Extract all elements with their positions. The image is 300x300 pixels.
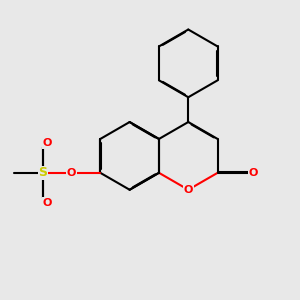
- Text: O: O: [67, 168, 76, 178]
- Text: O: O: [184, 185, 193, 195]
- Text: O: O: [43, 138, 52, 148]
- Text: O: O: [43, 198, 52, 208]
- Text: S: S: [38, 166, 47, 179]
- Text: O: O: [249, 168, 258, 178]
